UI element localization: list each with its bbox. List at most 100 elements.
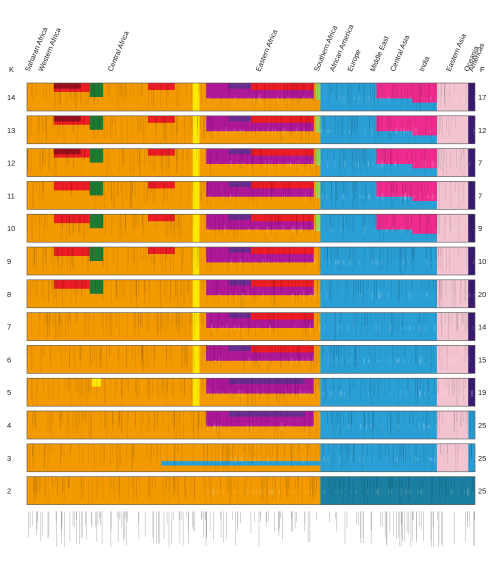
eastasia-lightpink — [436, 148, 469, 177]
eastasia-lightpink — [436, 115, 469, 144]
k-value: 7 — [7, 323, 11, 332]
yellow-column — [192, 279, 200, 308]
eastafrica-purple — [228, 411, 305, 417]
westafrica-red — [53, 181, 90, 191]
yellow-column — [192, 214, 200, 243]
region-label-central-africa: Central Africa — [106, 30, 131, 73]
row-k4: 4 25 — [7, 410, 486, 440]
row-frame — [26, 181, 476, 210]
row-frame — [26, 476, 476, 505]
westafrica-maroon — [53, 115, 81, 122]
eastasia-lightpink — [436, 378, 469, 407]
region-label-central-asia: Central Asia — [388, 34, 411, 73]
row-frame — [26, 148, 476, 177]
f-value: 14 — [478, 323, 486, 332]
row-k14: 14 17 — [7, 82, 486, 112]
individual-bars — [27, 83, 475, 111]
individual-bars — [26, 443, 472, 472]
centralafrica-red — [147, 115, 175, 123]
row-k13: 13 12 — [7, 115, 486, 145]
row-frame — [26, 377, 476, 407]
individual-bars — [27, 411, 474, 439]
jagged-edge — [218, 291, 475, 300]
k-axis-label: K — [9, 65, 14, 74]
row-k8: 8 20 — [7, 279, 486, 309]
americas-purple — [468, 214, 475, 243]
jagged-edge — [209, 192, 462, 201]
americas-purple — [468, 312, 475, 341]
jagged-edge — [206, 455, 475, 464]
green-cluster — [89, 115, 104, 130]
k-value: 11 — [7, 191, 15, 200]
individual-bars — [26, 345, 475, 374]
southafrica-green — [315, 148, 321, 166]
individual-bars — [27, 214, 476, 243]
eastasia-lightpink — [436, 83, 469, 111]
southafrica-green — [315, 83, 321, 100]
region-label-eastern-africa: Eastern Africa — [254, 28, 280, 73]
region-label-europe: Europe — [345, 48, 362, 73]
k-value: 5 — [7, 388, 11, 397]
eastasia-lightpink — [436, 279, 469, 308]
k-value: 13 — [7, 126, 15, 135]
row-k2: 2 25 — [7, 476, 486, 505]
region-label-india: India — [417, 55, 431, 73]
green-cluster — [89, 83, 104, 97]
southafrica-green — [315, 214, 321, 231]
india-pink-deep — [412, 214, 437, 234]
individual-bars — [26, 148, 475, 177]
eastafrica-purple — [228, 378, 305, 384]
eastafrica-red — [251, 247, 314, 254]
eastasia-lightpink — [436, 247, 469, 275]
f-value: 12 — [478, 126, 486, 135]
eastasia-lightpink — [436, 181, 469, 210]
india-pink-deep — [412, 115, 437, 136]
jagged-edge — [207, 487, 470, 497]
row-k5: 5 19 — [7, 377, 486, 407]
jagged-edge — [214, 356, 471, 365]
green-cluster — [89, 214, 104, 229]
f-value: 7 — [478, 159, 482, 168]
jagged-edge — [210, 323, 474, 333]
row-frame — [26, 82, 476, 112]
row-k7: 7 14 — [7, 312, 486, 341]
population-labels — [28, 511, 475, 548]
americas-purple — [468, 279, 475, 308]
eastafrica-red — [251, 345, 314, 353]
eastasia-lightpink — [436, 312, 469, 341]
f-value: 17 — [478, 93, 486, 102]
individual-bars — [33, 476, 474, 505]
americas-purple — [468, 148, 475, 177]
americas-purple — [468, 247, 475, 275]
eastafrica-red — [251, 312, 314, 320]
f-axis-label: F — [480, 65, 485, 74]
f-value: 25 — [478, 421, 486, 430]
yellow-column — [192, 378, 200, 407]
k-value: 8 — [7, 290, 11, 299]
india-pink-deep — [412, 181, 437, 201]
yellow-column — [192, 115, 200, 144]
yellow-column — [192, 181, 200, 210]
row-frame — [26, 246, 476, 276]
yellow-column — [192, 148, 200, 177]
eastasia-lightpink — [436, 411, 469, 439]
jagged-edge — [219, 258, 476, 267]
individual-bars — [27, 378, 475, 407]
f-axis-title: F — [480, 65, 485, 74]
row-k9: 9 10 — [7, 246, 486, 276]
eastafrica-red — [251, 214, 314, 222]
india-pink-deep — [412, 148, 437, 169]
row-frame — [26, 312, 476, 341]
eastasia-lightpink — [436, 214, 469, 243]
yellow-column — [192, 83, 200, 111]
westafrica-red — [53, 279, 90, 289]
individual-bars — [31, 312, 474, 341]
centralafrica-red — [147, 148, 175, 156]
southafrica-green — [315, 115, 321, 133]
k-value: 2 — [7, 487, 11, 496]
region-label-middle-east: Middle East — [368, 35, 391, 73]
f-value: 25 — [478, 487, 486, 496]
eastafrica-red — [251, 148, 314, 156]
individual-bars — [27, 115, 456, 144]
k-value: 3 — [7, 454, 11, 463]
